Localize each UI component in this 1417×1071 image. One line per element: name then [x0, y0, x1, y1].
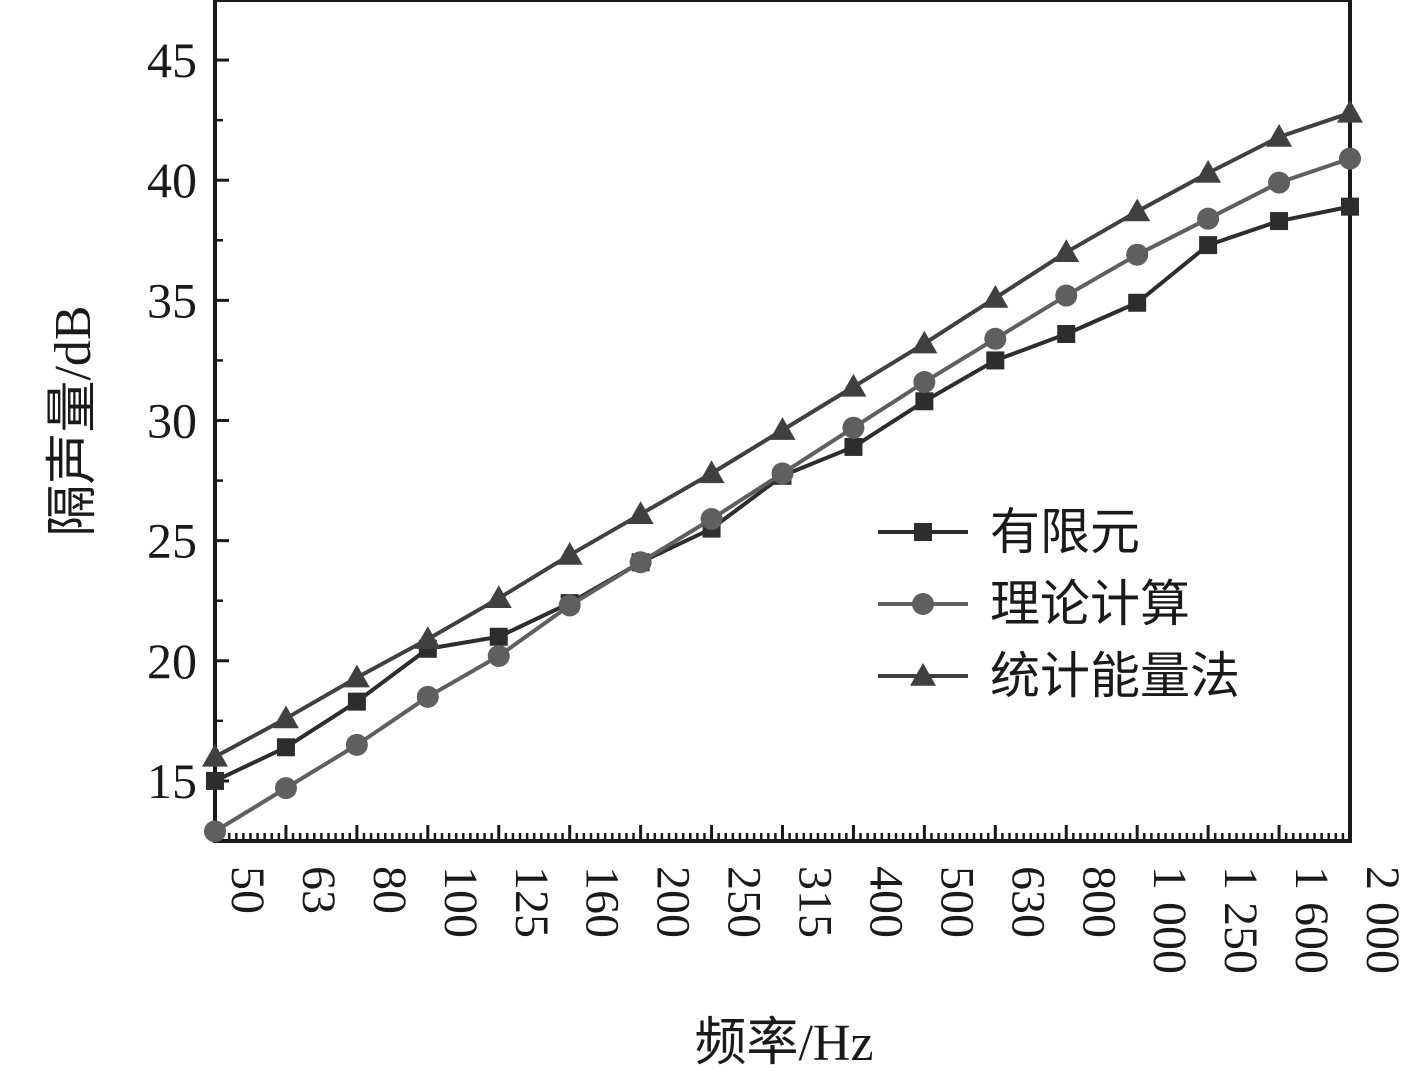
x-tick-label: 1 600	[1285, 866, 1338, 974]
data-point	[1053, 239, 1080, 263]
x-axis: 50 63 80 100 125 160 200 250 315 400 500 630 800 1 00…	[213, 825, 1409, 974]
y-tick-label: 40	[147, 152, 197, 208]
data-point	[986, 351, 1005, 370]
y-tick-label: 20	[147, 633, 197, 689]
legend-marker	[910, 663, 936, 686]
y-tick-label: 45	[147, 32, 197, 88]
x-axis-title: 频率/Hz	[694, 1015, 873, 1071]
x-tick-label: 250	[718, 866, 771, 938]
y-tick-label: 25	[147, 513, 197, 569]
legend-label: 有限元	[990, 504, 1140, 560]
data-point	[1268, 171, 1291, 194]
x-tick-label: 80	[363, 866, 416, 914]
legend-item: 理论计算	[878, 576, 1190, 632]
data-point	[414, 626, 441, 649]
data-point	[1126, 243, 1149, 266]
x-tick-label: 1 250	[1214, 866, 1267, 974]
data-point	[1339, 147, 1361, 170]
data-point	[1195, 160, 1222, 183]
data-point	[913, 371, 936, 394]
data-point	[842, 416, 865, 439]
y-axis: 15 20 25 30 35 40 45	[147, 32, 229, 809]
series-line	[213, 156, 1351, 834]
x-tick-label: 500	[930, 866, 983, 938]
legend-marker	[912, 593, 934, 615]
data-point	[487, 644, 510, 667]
y-tick-label: 35	[147, 272, 197, 328]
y-tick-label: 15	[147, 753, 197, 809]
data-point	[272, 705, 299, 729]
data-point	[1057, 324, 1076, 343]
data-point	[769, 417, 796, 440]
x-tick-label: 2 000	[1356, 866, 1409, 974]
x-tick-label: 1 000	[1143, 866, 1196, 974]
legend-marker	[914, 523, 932, 541]
data-point	[911, 330, 938, 354]
legend-item: 有限元	[878, 504, 1140, 560]
data-point	[202, 743, 228, 767]
data-point	[1197, 207, 1220, 230]
data-point	[1337, 99, 1363, 123]
x-tick-label: 315	[789, 866, 842, 938]
data-point	[1270, 212, 1289, 231]
y-axis-title: 隔声量/dB	[45, 305, 102, 536]
x-tick-label: 100	[434, 866, 487, 938]
data-point	[485, 585, 512, 609]
data-point	[274, 777, 297, 800]
data-point	[1055, 284, 1078, 307]
data-point	[982, 284, 1009, 308]
data-point	[627, 501, 654, 524]
data-point	[984, 327, 1007, 350]
data-point	[771, 462, 794, 485]
data-point	[347, 692, 366, 711]
data-point	[629, 551, 652, 574]
data-point	[1266, 123, 1293, 147]
series-3	[202, 99, 1363, 767]
series-layer	[202, 99, 1363, 843]
x-tick-label: 200	[647, 866, 700, 938]
data-point	[700, 508, 723, 531]
legend-label: 统计能量法	[990, 648, 1240, 704]
x-tick-label: 63	[292, 866, 345, 914]
data-point	[206, 771, 224, 790]
x-tick-label: 125	[505, 866, 558, 938]
x-tick-label: 630	[1001, 866, 1054, 938]
legend-label: 理论计算	[990, 576, 1190, 632]
legend-item: 统计能量法	[878, 648, 1240, 704]
data-point	[558, 594, 581, 617]
x-tick-label: 800	[1072, 866, 1125, 938]
data-point	[915, 392, 934, 411]
data-point	[556, 542, 583, 565]
data-point	[416, 685, 439, 708]
data-point	[345, 733, 368, 756]
data-point	[343, 664, 370, 688]
x-tick-label: 400	[859, 866, 912, 938]
data-point	[844, 437, 863, 456]
data-point	[489, 627, 508, 646]
data-point	[698, 460, 725, 484]
data-point	[276, 738, 295, 757]
data-point	[1128, 293, 1147, 312]
data-point	[840, 373, 867, 397]
data-point	[1199, 236, 1218, 255]
data-point	[1341, 197, 1359, 216]
x-tick-label: 160	[576, 866, 629, 938]
data-point	[1124, 198, 1151, 222]
y-tick-label: 30	[147, 393, 197, 449]
data-point	[204, 820, 226, 843]
series-2	[204, 147, 1361, 843]
x-tick-label: 50	[221, 866, 274, 914]
